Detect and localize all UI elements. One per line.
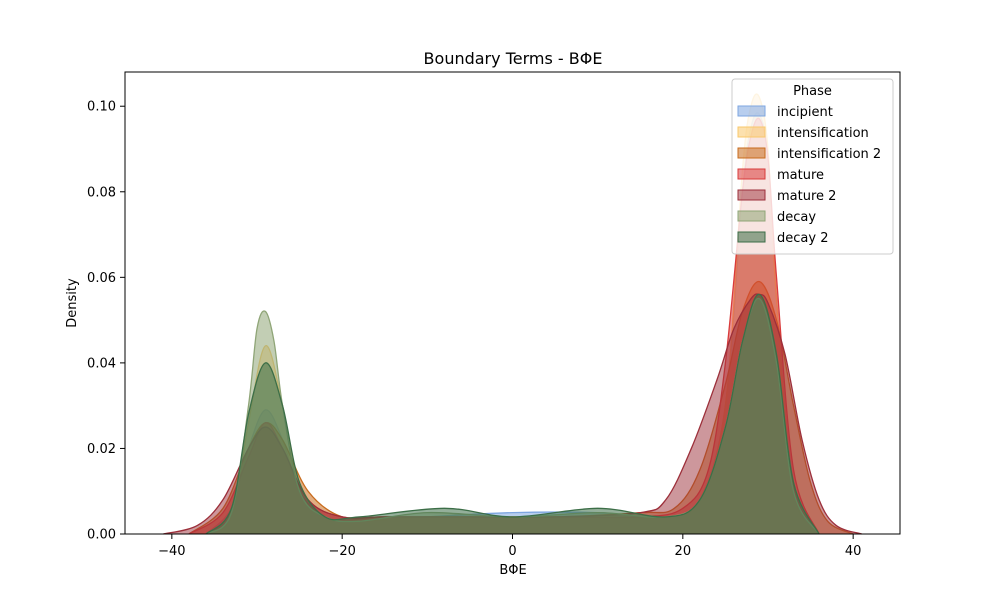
legend: Phase incipient intensification intensifica… bbox=[731, 78, 894, 255]
y-tick-label: 0.06 bbox=[87, 271, 116, 286]
x-axis-label: BΦE bbox=[499, 563, 526, 578]
y-tick-label: 0.04 bbox=[87, 356, 116, 371]
legend-label-mature-2: mature 2 bbox=[777, 189, 836, 204]
legend-swatch-decay bbox=[737, 210, 766, 222]
legend-title: Phase bbox=[793, 84, 832, 99]
legend-swatch-incipient bbox=[737, 105, 766, 117]
y-tick-label: 0.10 bbox=[87, 100, 116, 115]
y-tick-label: 0.02 bbox=[87, 442, 116, 457]
y-axis-label: Density bbox=[65, 278, 80, 328]
x-tick-label: 0 bbox=[508, 544, 516, 559]
legend-swatch-decay-2 bbox=[737, 231, 766, 243]
y-tick-label: 0.08 bbox=[87, 185, 116, 200]
legend-swatch-intensification bbox=[737, 126, 766, 138]
legend-swatch-intensification-2 bbox=[737, 147, 766, 159]
legend-label-intensification: intensification bbox=[777, 126, 869, 141]
x-tick-label: 40 bbox=[845, 544, 862, 559]
x-tick-label: 20 bbox=[675, 544, 692, 559]
legend-label-intensification-2: intensification 2 bbox=[777, 147, 881, 162]
legend-box bbox=[731, 78, 894, 255]
legend-swatch-mature-2 bbox=[737, 189, 766, 201]
chart-title: Boundary Terms - BΦE bbox=[424, 49, 603, 68]
legend-label-decay: decay bbox=[777, 210, 816, 225]
legend-swatch-mature bbox=[737, 168, 766, 180]
x-tick-label: −20 bbox=[328, 544, 355, 559]
density-area-mature-2 bbox=[163, 293, 862, 534]
legend-label-incipient: incipient bbox=[777, 105, 833, 120]
density-line-decay-2 bbox=[205, 293, 820, 535]
axes: −40 −20 0 20 40 0.00 0.02 0.04 0.06 0.08 0.10 bbox=[87, 71, 901, 559]
legend-label-decay-2: decay 2 bbox=[777, 231, 828, 246]
y-tick-label: 0.00 bbox=[87, 528, 116, 543]
legend-label-mature: mature bbox=[777, 168, 824, 183]
x-tick-label: −40 bbox=[158, 544, 185, 559]
density-area-decay-2 bbox=[205, 294, 820, 534]
